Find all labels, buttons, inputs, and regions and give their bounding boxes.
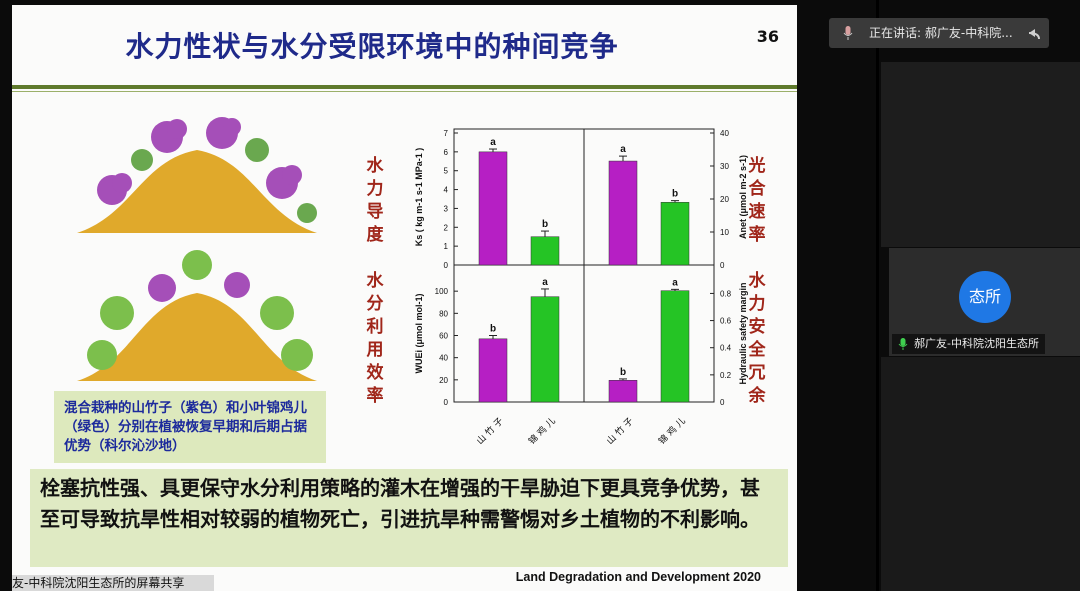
significance-letter: b [672, 189, 678, 200]
shrub-hill-illustration-early [77, 117, 317, 233]
x-category-label: 山竹子 [604, 413, 638, 447]
speaking-prefix: 正在讲话: [869, 26, 922, 40]
significance-letter: b [620, 367, 626, 378]
undo-icon[interactable] [1013, 25, 1043, 41]
x-category-label: 山竹子 [474, 413, 508, 447]
y-axis-label: Ks ( kg m-1 s-1 MPa-1 ) [414, 148, 424, 247]
shared-slide: 水力性状与水分受限环境中的种间竞争 36 混合栽种的山竹子（紫色）和小叶锦鸡儿（… [12, 5, 797, 591]
y-tick-label: 0.2 [720, 371, 732, 380]
significance-letter: a [490, 137, 496, 148]
label-hydraulic-safety: 水力安全冗余 [748, 271, 766, 406]
significance-letter: b [542, 219, 548, 230]
participant-name: 郝广友-中科院沈阳生态所 [892, 334, 1045, 354]
y-tick-label: 10 [720, 228, 729, 237]
microphone-active-icon [898, 338, 908, 350]
y-tick-label: 0.8 [720, 289, 732, 298]
y-tick-label: 80 [439, 309, 448, 318]
y-tick-label: 6 [444, 148, 449, 157]
y-tick-label: 40 [439, 354, 448, 363]
illustration-caption: 混合栽种的山竹子（紫色）和小叶锦鸡儿（绿色）分别在植被恢复早期和后期占据优势（科… [54, 391, 326, 463]
y-tick-label: 100 [435, 287, 449, 296]
bar [530, 236, 560, 266]
bar [478, 151, 508, 266]
y-tick-label: 0 [444, 398, 449, 407]
y-axis-label: WUEi (μmol mol-1) [414, 293, 424, 373]
label-hydraulic-conductance: 水力导度 [366, 156, 384, 245]
x-category-label: 锦鸡儿 [656, 413, 690, 447]
y-tick-label: 3 [444, 204, 449, 213]
y-tick-label: 7 [444, 129, 449, 138]
y-tick-label: 4 [444, 186, 449, 195]
bar-chart-panel: 0 1 2 3 4 5 6 7 Ks ( kg m-1 s-1 MPa-1 ) a b 0 10 20 30… [414, 128, 748, 447]
title-rule [12, 85, 797, 89]
y-tick-label: 0.4 [720, 344, 732, 353]
y-tick-label: 40 [720, 129, 729, 138]
x-category-label: 锦鸡儿 [526, 413, 560, 447]
shrub-hill-illustration-late [77, 250, 317, 381]
bar [660, 290, 690, 403]
label-water-use-efficiency: 水分利用效率 [366, 271, 384, 406]
speaking-name: 郝广友-中科院... [924, 26, 1013, 40]
y-tick-label: 0.6 [720, 317, 732, 326]
y-tick-label: 0 [720, 398, 725, 407]
speaking-indicator: 正在讲话: 郝广友-中科院... [829, 18, 1049, 48]
screen-share-label: 友-中科院沈阳生态所的屏幕共享 [12, 575, 214, 591]
bar [530, 296, 560, 403]
title-rule-thin [12, 91, 797, 92]
y-axis-label: Hydraulic safety margin [738, 282, 748, 384]
participant-name-text: 郝广友-中科院沈阳生态所 [914, 337, 1039, 350]
slide-title: 水力性状与水分受限环境中的种间竞争 [125, 30, 619, 63]
bar [478, 338, 508, 403]
significance-letter: a [620, 144, 626, 155]
bar [660, 202, 690, 266]
significance-letter: b [490, 324, 496, 335]
slide-page-number: 36 [756, 27, 779, 46]
y-axis-label: Anet (μmol m-2 s-1) [738, 155, 748, 239]
significance-letter: a [672, 277, 678, 288]
y-tick-label: 20 [720, 195, 729, 204]
video-panel-top [881, 62, 1080, 247]
y-tick-label: 20 [439, 376, 448, 385]
summary-text: 栓塞抗性强、具更保守水分利用策略的灌木在增强的干旱胁迫下更具竞争优势，甚至可导致… [30, 469, 788, 567]
bar [608, 160, 638, 266]
significance-letter: a [542, 277, 548, 288]
citation: Land Degradation and Development 2020 [515, 570, 761, 584]
y-tick-label: 0 [720, 261, 725, 270]
microphone-icon [843, 26, 853, 40]
participant-tile[interactable]: 态所 郝广友-中科院沈阳生态所 [889, 248, 1080, 356]
video-panel-bottom [881, 357, 1080, 591]
y-tick-label: 60 [439, 332, 448, 341]
panel-divider [876, 0, 879, 591]
label-photosynthetic-rate: 光合速率 [748, 156, 766, 245]
y-tick-label: 1 [444, 242, 449, 251]
y-tick-label: 5 [444, 167, 449, 176]
y-tick-label: 0 [444, 261, 449, 270]
bar [608, 380, 638, 403]
avatar: 态所 [959, 271, 1011, 323]
y-tick-label: 2 [444, 223, 449, 232]
y-tick-label: 30 [720, 162, 729, 171]
